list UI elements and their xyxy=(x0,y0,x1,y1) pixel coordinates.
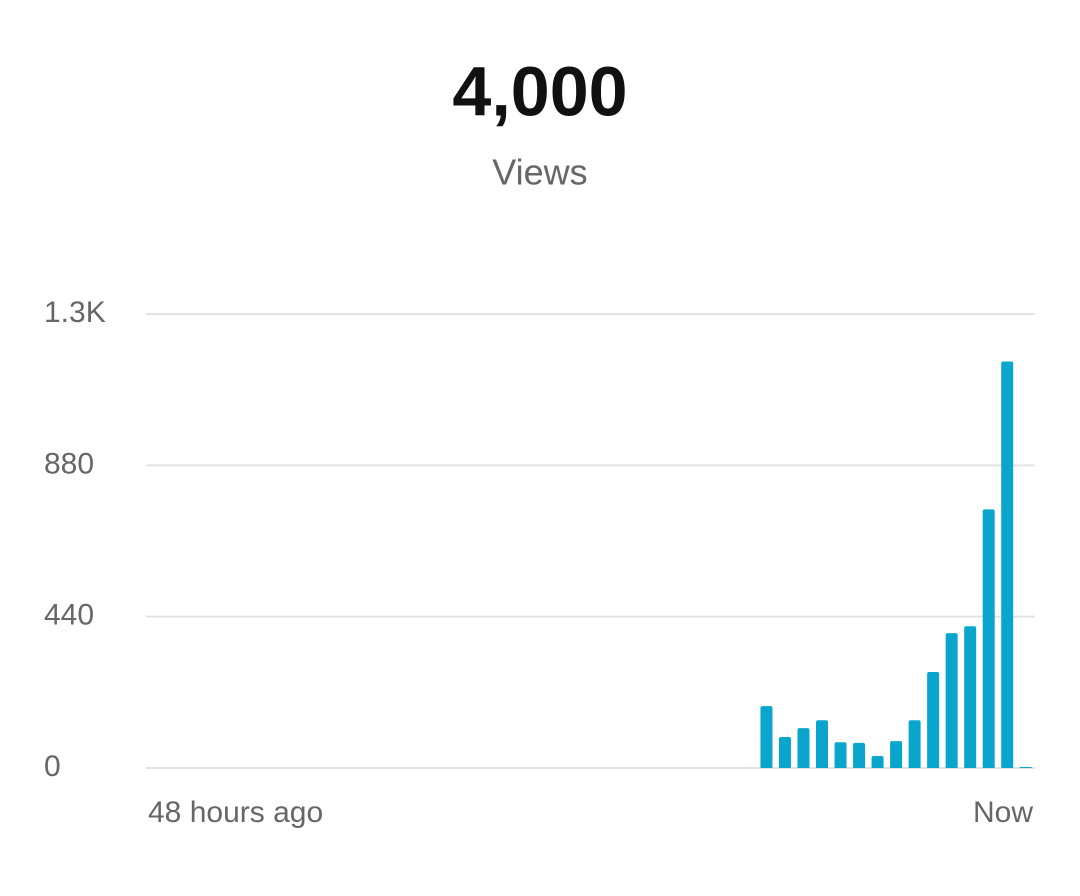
bar xyxy=(1001,361,1014,768)
y-tick-label: 0 xyxy=(44,750,61,783)
bar xyxy=(871,755,884,768)
bar xyxy=(890,741,903,768)
bar xyxy=(853,742,866,768)
bar xyxy=(964,626,977,768)
x-tick-label: Now xyxy=(973,796,1033,829)
chart-subtitle: Views xyxy=(492,152,587,193)
chart-title: 4,000 xyxy=(452,52,627,130)
bar xyxy=(816,720,829,768)
bar xyxy=(797,728,810,768)
bar xyxy=(778,737,791,768)
x-tick-label: 48 hours ago xyxy=(148,796,323,829)
bar xyxy=(1019,766,1032,768)
bar xyxy=(982,509,995,768)
y-tick-label: 440 xyxy=(44,599,94,632)
bar xyxy=(908,720,921,768)
bar xyxy=(760,706,773,768)
y-tick-label: 1.3K xyxy=(44,296,106,329)
bar xyxy=(945,633,958,768)
y-tick-label: 880 xyxy=(44,447,94,480)
bar xyxy=(927,672,940,768)
bar xyxy=(834,742,847,768)
